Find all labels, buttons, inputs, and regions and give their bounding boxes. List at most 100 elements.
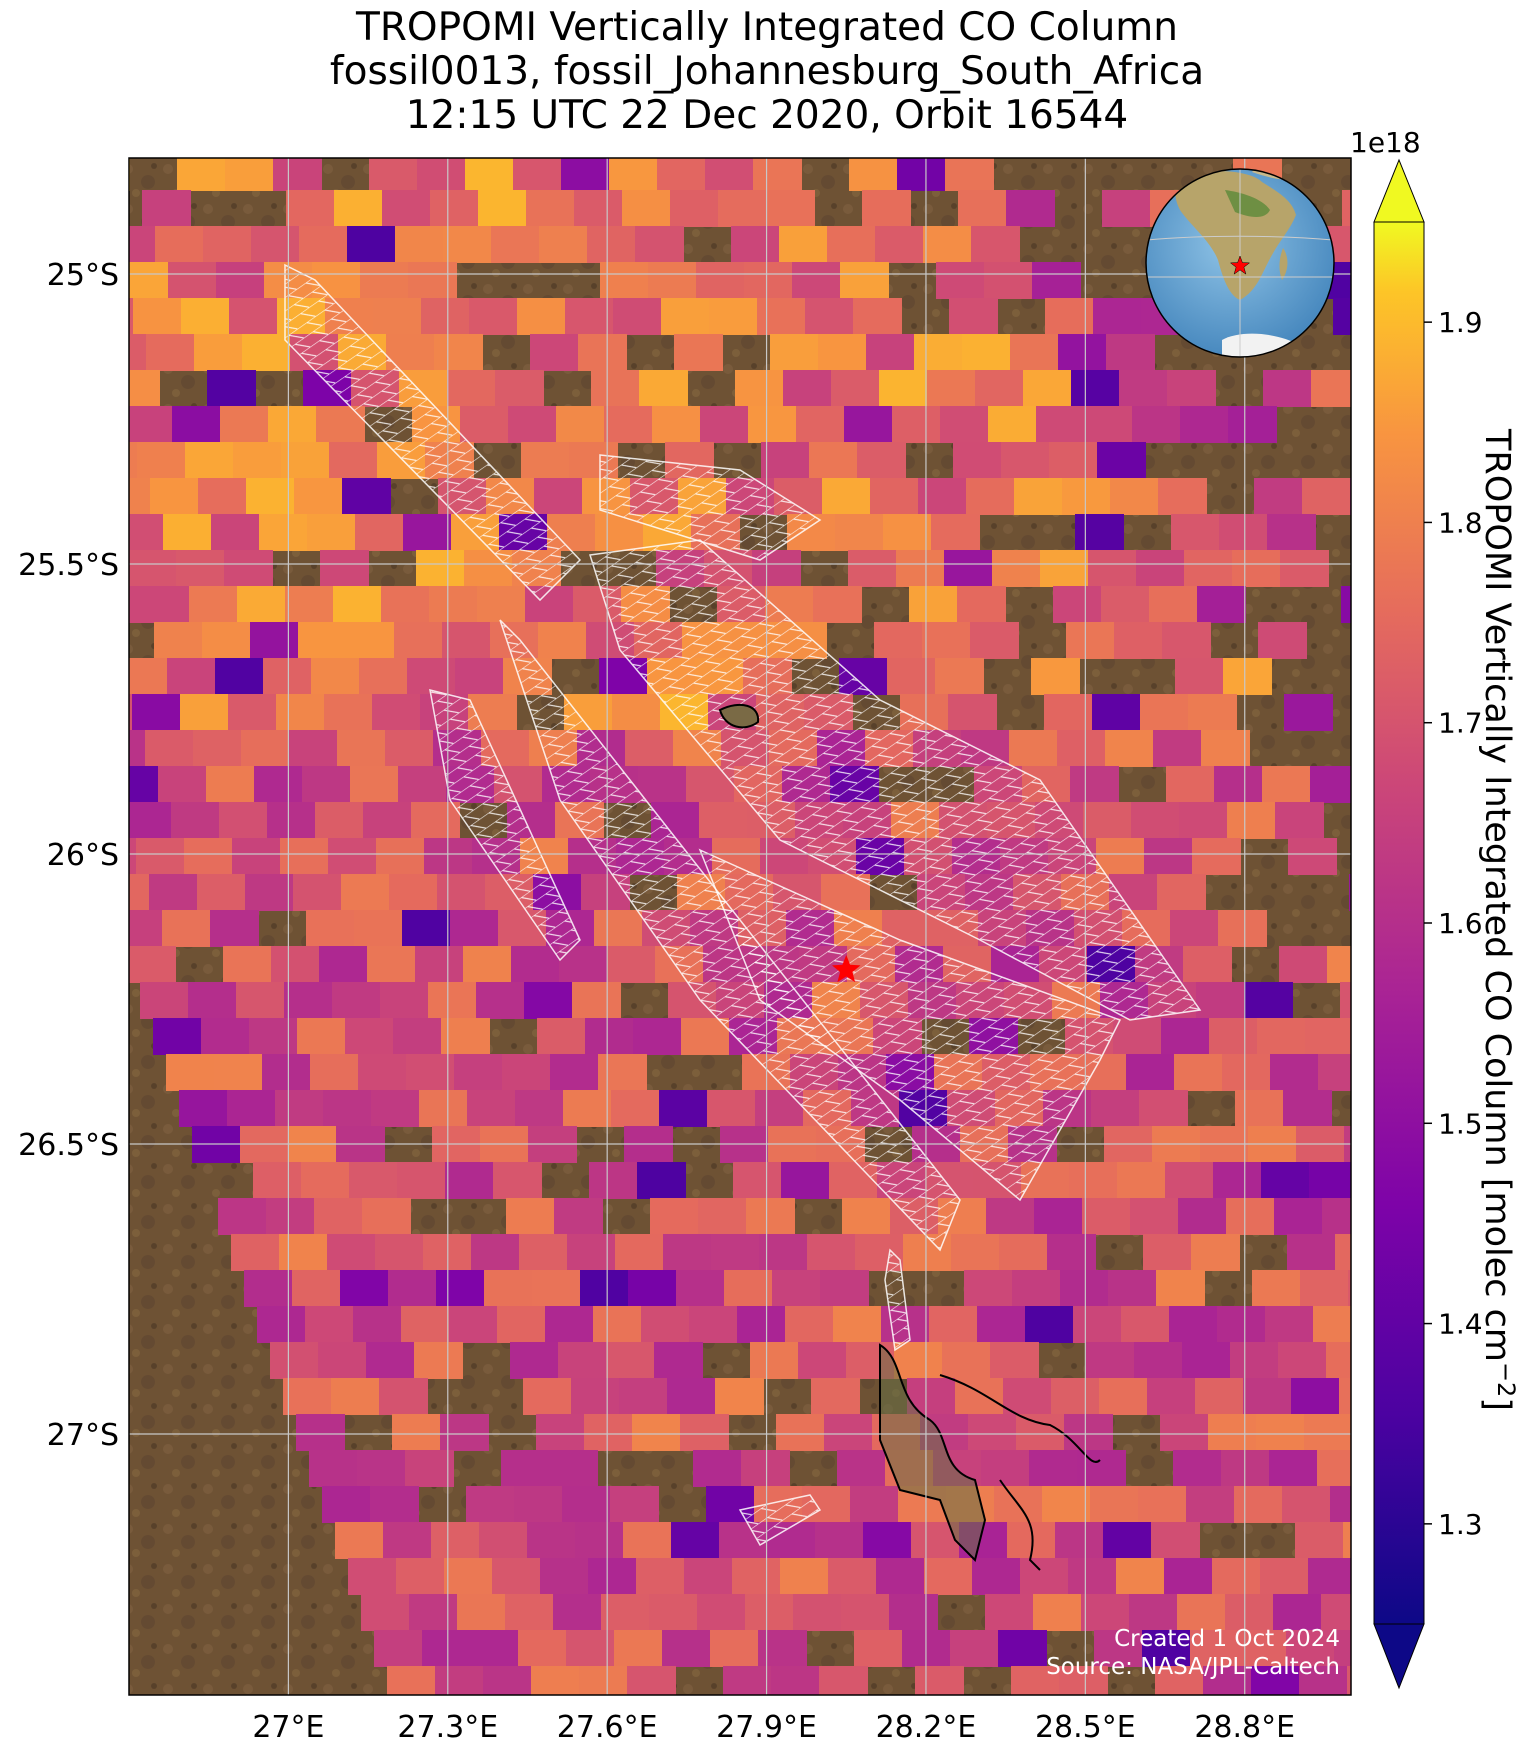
co-pixel	[610, 1486, 659, 1523]
co-pixel	[375, 1234, 424, 1271]
co-pixel	[188, 982, 237, 1019]
co-pixel	[1071, 370, 1120, 407]
co-pixel	[929, 1306, 978, 1343]
co-pixel	[1142, 1630, 1191, 1667]
co-pixel	[502, 1054, 551, 1091]
co-pixel	[1213, 1162, 1262, 1199]
co-pixel	[145, 730, 194, 767]
co-pixel	[129, 838, 137, 875]
co-pixel	[1339, 1378, 1351, 1415]
co-pixel	[841, 1594, 890, 1631]
co-pixel	[944, 550, 993, 587]
co-pixel	[1011, 1666, 1060, 1695]
co-pixel	[600, 262, 649, 299]
co-pixel	[1184, 550, 1233, 587]
co-pixel	[1175, 658, 1224, 695]
co-pixel	[945, 158, 994, 191]
co-pixel	[463, 946, 512, 983]
co-pixel	[1313, 1306, 1351, 1343]
co-pixel	[748, 406, 797, 443]
co-pixel	[783, 370, 832, 407]
co-pixel	[329, 442, 378, 479]
co-pixel	[428, 982, 477, 1019]
co-pixel	[1101, 586, 1150, 623]
co-pixel	[589, 1162, 638, 1199]
co-pixel	[820, 1270, 869, 1307]
co-pixel	[835, 514, 884, 551]
co-pixel	[971, 226, 1020, 263]
co-pixel	[1347, 1666, 1351, 1695]
co-pixel	[723, 1666, 772, 1695]
co-pixel	[307, 514, 356, 551]
co-pixel	[866, 334, 915, 371]
lon-tick-label: 28.8°E	[1194, 1710, 1295, 1745]
co-pixel	[477, 586, 526, 623]
co-pixel	[469, 298, 518, 335]
co-pixel	[1084, 406, 1133, 443]
co-pixel	[443, 226, 492, 263]
co-pixel	[129, 406, 173, 443]
co-pixel	[977, 1306, 1026, 1343]
co-pixel	[379, 1378, 428, 1415]
co-pixel	[659, 1090, 708, 1127]
co-pixel	[1228, 406, 1277, 443]
co-pixel	[129, 334, 147, 371]
co-pixel	[1322, 1198, 1351, 1235]
co-pixel	[809, 442, 858, 479]
co-pixel	[218, 1198, 267, 1235]
co-pixel	[1057, 730, 1106, 767]
colorbar-ticks: 1.3 1.4 1.5 1.6 1.7 1.8 1.9	[1424, 306, 1483, 1541]
co-pixel	[518, 1630, 567, 1667]
co-pixel	[168, 262, 217, 299]
co-pixel	[318, 1342, 367, 1379]
co-pixel	[863, 1522, 912, 1559]
co-pixel	[957, 586, 1006, 623]
co-pixel	[1029, 1450, 1078, 1487]
co-pixel	[322, 1486, 371, 1523]
lat-tick-label: 26.5°S	[18, 1128, 119, 1163]
co-pixel	[824, 1414, 873, 1451]
title-line-2: fossil0013, fossil_Johannesburg_South_Af…	[329, 49, 1205, 94]
lon-tick-label: 27.3°E	[397, 1710, 498, 1745]
co-pixel	[1262, 766, 1311, 803]
co-pixel	[517, 298, 566, 335]
co-pixel	[1278, 1342, 1327, 1379]
co-pixel	[505, 1594, 554, 1631]
africa-landmass	[1175, 170, 1296, 300]
co-pixel	[1261, 1162, 1310, 1199]
co-pixel	[347, 226, 396, 263]
target-star-icon	[832, 955, 861, 983]
co-pixel	[1102, 190, 1151, 227]
co-pixel	[593, 1306, 642, 1343]
co-pixel	[129, 910, 163, 947]
co-pixel	[1116, 1558, 1165, 1595]
co-pixel	[715, 1378, 764, 1415]
co-pixel	[228, 694, 277, 731]
co-pixel	[1099, 1378, 1148, 1415]
co-pixel	[1136, 550, 1185, 587]
co-pixel	[457, 1594, 506, 1631]
co-pixel	[181, 298, 230, 335]
co-pixel	[633, 1018, 682, 1055]
co-pixel	[510, 1342, 559, 1379]
co-pixel	[962, 334, 1011, 371]
co-pixel	[172, 406, 221, 443]
co-pixel	[689, 1306, 738, 1343]
co-pixel	[999, 1234, 1048, 1271]
co-pixel	[470, 1630, 519, 1667]
co-pixel	[587, 226, 636, 263]
co-pixel	[342, 478, 391, 515]
co-pixel	[393, 1018, 442, 1055]
co-pixel	[949, 298, 998, 335]
co-pixel	[268, 406, 317, 443]
co-pixel	[1270, 1054, 1319, 1091]
co-pixel	[1064, 1414, 1113, 1451]
co-pixel	[1059, 1666, 1108, 1695]
co-pixel	[184, 838, 233, 875]
co-pixel	[254, 766, 303, 803]
co-pixel	[132, 694, 181, 731]
co-pixel	[244, 1270, 293, 1307]
co-pixel	[879, 370, 928, 407]
co-pixel	[225, 158, 274, 191]
co-pixel	[652, 406, 701, 443]
